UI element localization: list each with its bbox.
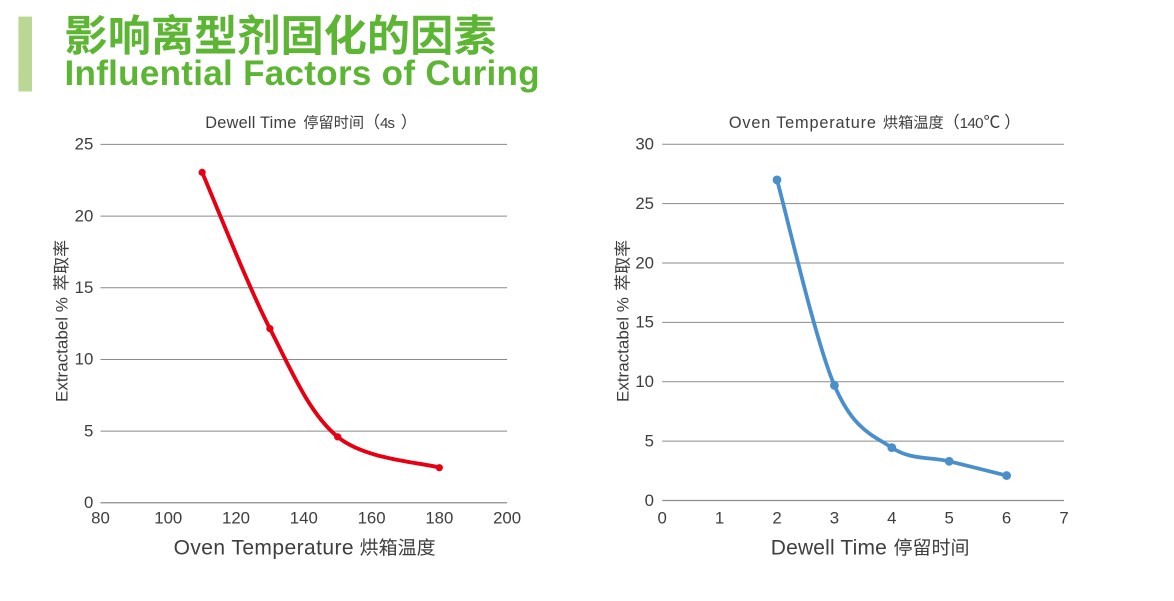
svg-text:140: 140 (960, 115, 984, 132)
svg-text:15: 15 (75, 278, 94, 297)
svg-text:0: 0 (658, 509, 667, 528)
svg-text:5: 5 (645, 431, 654, 450)
svg-text:4s: 4s (380, 115, 395, 132)
svg-text:140: 140 (290, 509, 318, 528)
svg-text:120: 120 (222, 509, 250, 528)
svg-text:100: 100 (154, 509, 182, 528)
svg-text:Influential Factors of Curing: Influential Factors of Curing (65, 54, 540, 93)
svg-text:160: 160 (358, 509, 386, 528)
svg-text:80: 80 (91, 509, 110, 528)
svg-text:Dewell Time: Dewell Time (205, 114, 296, 132)
svg-text:25: 25 (75, 135, 94, 154)
svg-text:1: 1 (715, 509, 724, 528)
svg-text:0: 0 (84, 493, 93, 512)
svg-text:2: 2 (772, 509, 781, 528)
svg-text:3: 3 (830, 509, 839, 528)
svg-text:5: 5 (945, 509, 954, 528)
svg-text:Extractabel %: Extractabel % (52, 297, 71, 402)
svg-text:10: 10 (75, 350, 94, 369)
svg-text:25: 25 (635, 194, 654, 213)
svg-text:6: 6 (1002, 509, 1011, 528)
svg-text:20: 20 (75, 206, 94, 225)
svg-text:200: 200 (493, 509, 521, 528)
svg-text:4: 4 (887, 509, 896, 528)
svg-text:7: 7 (1059, 509, 1068, 528)
svg-text:30: 30 (635, 135, 654, 154)
svg-text:Extractabel %: Extractabel % (614, 297, 633, 402)
svg-text:Oven Temperature: Oven Temperature (174, 536, 354, 559)
svg-text:5: 5 (84, 421, 93, 440)
svg-text:15: 15 (635, 313, 654, 332)
svg-text:180: 180 (425, 509, 453, 528)
svg-text:0: 0 (645, 491, 654, 510)
svg-text:Oven Temperature: Oven Temperature (729, 114, 876, 132)
svg-text:10: 10 (635, 372, 654, 391)
svg-text:20: 20 (635, 253, 654, 272)
svg-text:Dewell Time: Dewell Time (771, 536, 887, 559)
